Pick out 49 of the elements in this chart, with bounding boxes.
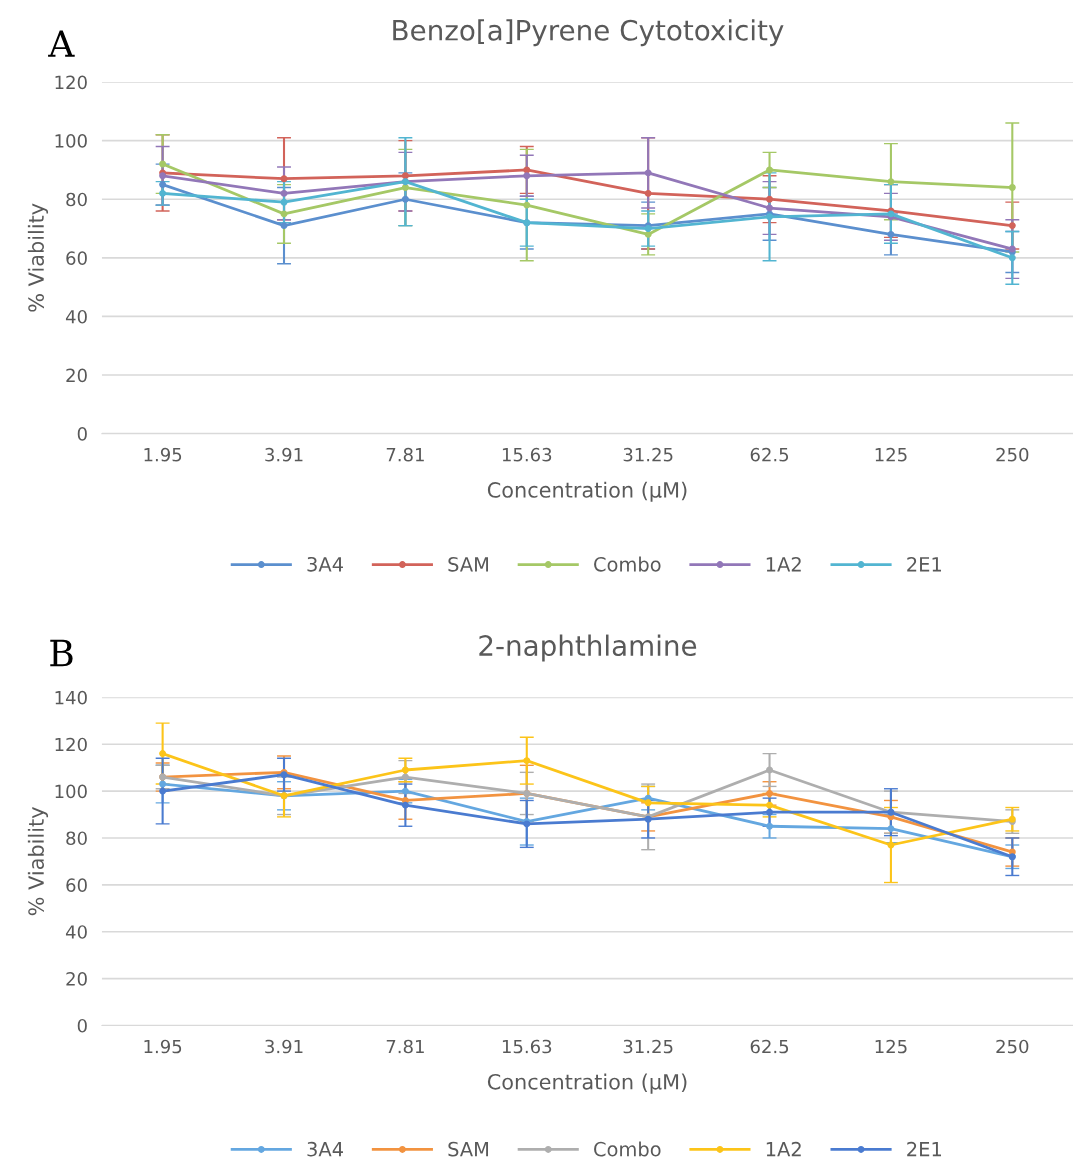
x-axis-title: Concentration (µM) (487, 481, 687, 502)
x-axis-title: Concentration (µM) (487, 1073, 687, 1094)
y-axis-title: % Viability (27, 807, 49, 916)
y-tick-label: 100 (55, 134, 87, 148)
legend-label: Combo (594, 1141, 661, 1157)
legend-label: 3A4 (307, 556, 343, 572)
x-tick-label: 250 (996, 447, 1029, 462)
y-tick-label: 60 (66, 878, 87, 892)
x-tick-label: 1.95 (144, 447, 182, 462)
x-tick-label: 7.81 (386, 447, 424, 462)
x-tick-label: 15.63 (502, 447, 552, 462)
x-tick-label: 125 (875, 1039, 907, 1054)
x-tick-label: 31.25 (623, 447, 673, 462)
x-tick-label: 125 (875, 447, 907, 462)
y-tick-label: 0 (77, 427, 87, 441)
y-tick-label: 120 (55, 737, 87, 752)
y-tick-label: 60 (66, 251, 87, 265)
legend-label: 2E1 (907, 1141, 942, 1157)
legend-label: SAM (448, 556, 489, 572)
y-axis-title: % Viability (27, 203, 49, 312)
x-tick-label: 7.81 (386, 1039, 424, 1054)
legend-label: 1A2 (766, 556, 801, 572)
x-tick-label: 1.95 (144, 1039, 182, 1054)
y-tick-label: 80 (66, 831, 87, 846)
y-tick-label: 20 (66, 972, 87, 986)
legend-label: 3A4 (307, 1141, 343, 1157)
y-tick-label: 140 (55, 690, 87, 705)
y-tick-label: 40 (65, 309, 87, 324)
x-tick-label: 31.25 (623, 1039, 673, 1054)
legend-label: 1A2 (766, 1141, 801, 1157)
chart-title: 2-naphthlamine (479, 634, 697, 662)
y-tick-label: 0 (77, 1018, 87, 1033)
y-tick-label: 40 (65, 925, 87, 939)
y-tick-label: 100 (55, 784, 87, 799)
text: A (48, 30, 75, 57)
x-tick-label: 62.5 (750, 447, 789, 462)
y-tick-label: 20 (66, 368, 87, 383)
x-tick-label: 250 (996, 1039, 1029, 1054)
chart-title: Benzo[a]Pyrene Cytotoxicity (393, 19, 784, 47)
x-tick-label: 62.5 (750, 1039, 789, 1054)
text: B (50, 639, 73, 667)
y-tick-label: 80 (66, 192, 87, 207)
x-tick-label: 15.63 (502, 1039, 552, 1054)
legend-label: SAM (448, 1141, 489, 1157)
legend-label: 2E1 (907, 556, 942, 572)
y-tick-label: 120 (55, 75, 87, 90)
x-tick-label: 3.91 (265, 1039, 303, 1054)
legend-label: Combo (594, 556, 661, 572)
x-tick-label: 3.91 (265, 447, 303, 462)
